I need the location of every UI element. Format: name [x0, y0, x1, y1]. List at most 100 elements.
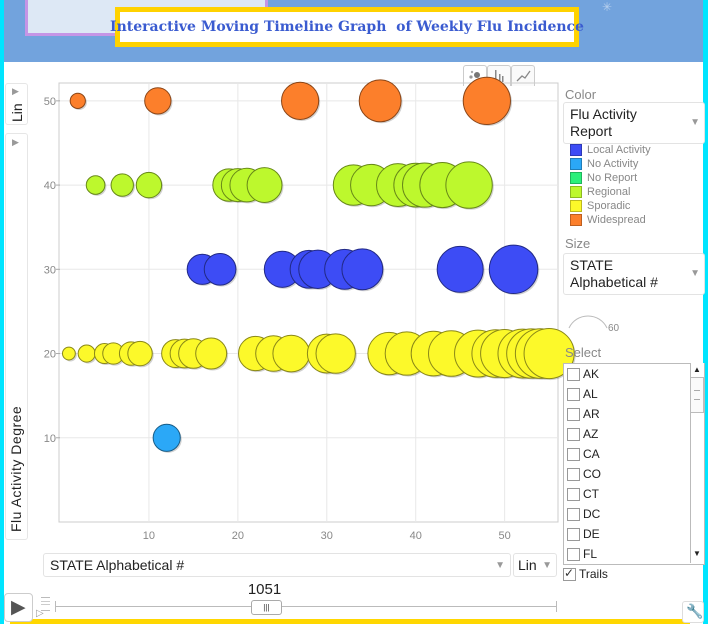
bubble-local-activity: [436, 245, 484, 293]
legend-label: No Activity: [587, 158, 639, 170]
y-tick-label: 20: [44, 349, 56, 361]
state-checkbox[interactable]: [567, 467, 580, 481]
state-label: CT: [583, 487, 599, 501]
bars-icon: [495, 70, 504, 82]
state-option[interactable]: AZ: [567, 425, 598, 443]
legend-item[interactable]: No Report: [570, 171, 637, 185]
bubble-no-activity: [152, 423, 181, 452]
legend-swatch: [570, 144, 582, 156]
sparkle-icon: ✳: [602, 0, 613, 14]
color-selector[interactable]: Flu Activity Report ▼: [563, 102, 705, 144]
tab-line-chart[interactable]: [511, 65, 535, 86]
trails-label: Trails: [579, 567, 608, 581]
state-option[interactable]: DC: [567, 505, 600, 523]
state-option[interactable]: AK: [567, 365, 599, 383]
scroll-thumb[interactable]: [691, 377, 704, 413]
legend-item[interactable]: Widespread: [570, 213, 646, 227]
timeline-track[interactable]: [55, 606, 557, 607]
x-tick-label: 20: [232, 530, 244, 542]
legend-swatch: [570, 200, 582, 212]
legend-item[interactable]: Local Activity: [570, 143, 651, 157]
x-scale-selector[interactable]: Lin ▼: [513, 553, 557, 577]
x-axis-selector-value: STATE Alphabetical #: [50, 557, 185, 573]
bubble-sporadic: [523, 327, 575, 380]
state-option[interactable]: CA: [567, 445, 600, 463]
line-icon: [516, 70, 531, 82]
state-option[interactable]: CO: [567, 465, 601, 483]
legend-item[interactable]: No Activity: [570, 157, 638, 171]
trails-toggle[interactable]: ✓ Trails: [563, 565, 608, 581]
y-scale-toggle[interactable]: ▶ Lin: [5, 83, 28, 125]
select-label: Select: [565, 345, 602, 360]
state-label: CA: [583, 447, 600, 461]
bubble-regional: [445, 161, 493, 209]
state-checkbox[interactable]: [567, 407, 580, 421]
legend-item[interactable]: Sporadic: [570, 199, 630, 213]
dropdown-arrow-icon: ▼: [690, 268, 700, 279]
state-label: AZ: [583, 427, 599, 441]
bubble-sporadic: [127, 340, 153, 367]
state-option[interactable]: DE: [567, 525, 600, 543]
state-option[interactable]: CT: [567, 485, 599, 503]
size-selector[interactable]: STATE Alphabetical # ▼: [563, 253, 705, 295]
legend-label: Widespread: [587, 214, 646, 226]
bubble-local-activity: [341, 248, 384, 291]
settings-button[interactable]: 🔧: [682, 601, 704, 623]
scroll-down-icon[interactable]: ▼: [693, 549, 701, 558]
state-label: FL: [583, 547, 598, 561]
size-scale-arc: [568, 315, 608, 329]
state-select-list[interactable]: AK AL AR AZ CA CO CT DC DE FL: [563, 363, 705, 565]
bubble-widespread: [462, 76, 511, 125]
state-checkbox[interactable]: [567, 427, 580, 441]
state-checkbox[interactable]: [567, 487, 580, 501]
bubble-widespread: [69, 92, 86, 109]
scroll-up-icon[interactable]: ▲: [693, 365, 701, 374]
legend-item[interactable]: Regional: [570, 185, 630, 199]
bubble-local-activity: [488, 244, 539, 295]
state-option[interactable]: AL: [567, 385, 598, 403]
state-label: DC: [583, 507, 601, 521]
play-button[interactable]: ▶: [4, 593, 33, 622]
state-checkbox[interactable]: [567, 367, 580, 381]
bubble-widespread: [144, 87, 172, 115]
legend-swatch: [570, 158, 582, 170]
x-tick-label: 10: [143, 530, 155, 542]
legend-swatch: [570, 214, 582, 226]
speed-triangle-icon[interactable]: ▷: [36, 608, 44, 619]
trails-checkbox[interactable]: ✓: [563, 565, 576, 581]
checkmark-icon: ✓: [564, 565, 575, 580]
size-label: Size: [565, 236, 591, 251]
x-scale-value: Lin: [518, 557, 537, 573]
triangle-right-icon: ▶: [12, 86, 19, 96]
legend-label: Regional: [587, 186, 631, 198]
page-title: Interactive Moving Timeline Graph of Wee…: [110, 19, 584, 35]
x-axis-selector[interactable]: STATE Alphabetical # ▼: [43, 553, 511, 577]
timeline-slider-thumb[interactable]: |||: [250, 600, 282, 615]
state-checkbox[interactable]: [567, 447, 580, 461]
state-checkbox[interactable]: [567, 527, 580, 541]
size-selector-value: STATE Alphabetical #: [570, 257, 658, 290]
bubble-sporadic: [315, 333, 356, 374]
y-axis-selector[interactable]: ▶ Flu Activity Degree: [5, 133, 28, 540]
tab-bubble-chart[interactable]: [463, 65, 487, 86]
legend-swatch: [570, 172, 582, 184]
legend-label: No Report: [587, 172, 638, 184]
dropdown-arrow-icon: ▼: [495, 560, 505, 571]
timeline-value: 1051: [247, 581, 282, 598]
y-tick-label: 40: [44, 180, 56, 192]
bubble-regional: [85, 175, 106, 195]
state-checkbox[interactable]: [567, 387, 580, 401]
bubble-sporadic: [61, 346, 76, 361]
legend-swatch: [570, 186, 582, 198]
state-checkbox[interactable]: [567, 547, 580, 561]
state-option[interactable]: FL: [567, 545, 597, 563]
select-list-scrollbar[interactable]: ▲ ▼: [690, 363, 704, 563]
frame-right-border: [703, 0, 708, 624]
speed-icon[interactable]: [41, 597, 50, 611]
state-checkbox[interactable]: [567, 507, 580, 521]
state-option[interactable]: AR: [567, 405, 600, 423]
title-box: Interactive Moving Timeline Graph of Wee…: [110, 7, 584, 47]
bubbles-icon: [469, 70, 480, 79]
bubble-regional: [135, 171, 163, 199]
